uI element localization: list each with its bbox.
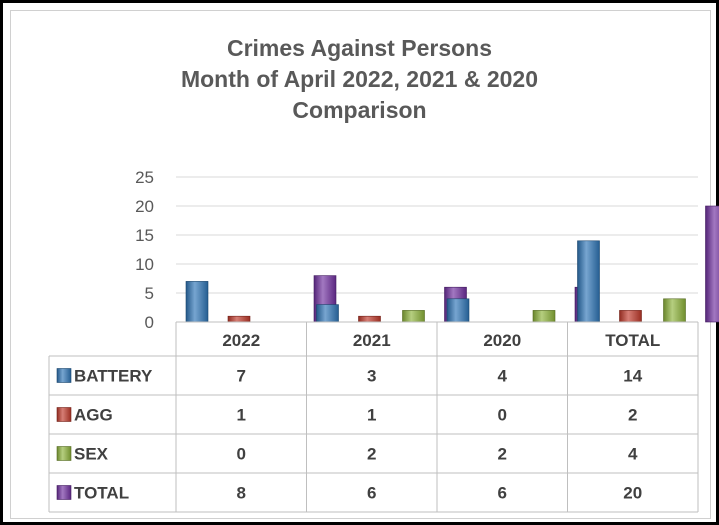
data-label: 1 bbox=[237, 406, 246, 425]
bar-battery-2020 bbox=[446, 298, 470, 323]
chart-title: Crimes Against Persons Month of April 20… bbox=[0, 33, 719, 126]
data-label: 4 bbox=[628, 445, 638, 464]
data-label: 3 bbox=[367, 367, 376, 386]
y-tick-label: 5 bbox=[145, 284, 154, 303]
bars bbox=[185, 205, 719, 323]
data-label: 6 bbox=[367, 484, 376, 503]
data-label: 7 bbox=[237, 367, 246, 386]
legend-label: AGG bbox=[74, 406, 113, 425]
x-tick-label: 2022 bbox=[222, 331, 260, 350]
data-label: 0 bbox=[237, 445, 246, 464]
bar-sex-total bbox=[663, 298, 686, 323]
data-label: 1 bbox=[367, 406, 376, 425]
y-tick-label: 20 bbox=[135, 197, 154, 216]
data-label: 8 bbox=[237, 484, 246, 503]
legend-key-total bbox=[56, 485, 72, 500]
grid-lines bbox=[176, 176, 698, 323]
legend-label: BATTERY bbox=[74, 367, 153, 386]
bar-total-total bbox=[705, 205, 719, 323]
data-label: 4 bbox=[498, 367, 508, 386]
data-label: 6 bbox=[498, 484, 507, 503]
bar-sex-2020 bbox=[532, 310, 556, 323]
data-label: 0 bbox=[498, 406, 507, 425]
y-tick-label: 0 bbox=[145, 313, 154, 332]
legend-label: TOTAL bbox=[74, 484, 129, 503]
data-label: 14 bbox=[623, 367, 642, 386]
bar-battery-total bbox=[577, 240, 600, 323]
bar-agg-total bbox=[619, 310, 642, 323]
bar-agg-2021 bbox=[358, 315, 381, 323]
x-tick-label: TOTAL bbox=[605, 331, 660, 350]
chart-title-line-2: Month of April 2022, 2021 & 2020 bbox=[180, 66, 539, 92]
bar-sex-2021 bbox=[402, 310, 425, 323]
data-label: 20 bbox=[623, 484, 642, 503]
chart-title-line-1: Crimes Against Persons bbox=[226, 35, 493, 61]
bar-battery-2022 bbox=[185, 281, 209, 323]
chart-title-line-3: Comparison bbox=[292, 97, 427, 123]
y-tick-label: 15 bbox=[135, 226, 154, 245]
bar-agg-2022 bbox=[227, 315, 251, 323]
legend-key-agg bbox=[56, 407, 72, 422]
data-label: 2 bbox=[628, 406, 637, 425]
data-label: 2 bbox=[367, 445, 376, 464]
y-tick-label: 25 bbox=[135, 168, 154, 187]
data-label: 2 bbox=[498, 445, 507, 464]
legend-key-sex bbox=[56, 446, 72, 461]
legend-label: SEX bbox=[74, 445, 109, 464]
bar-battery-2021 bbox=[316, 304, 339, 323]
x-tick-label: 2021 bbox=[353, 331, 391, 350]
y-tick-label: 10 bbox=[135, 255, 154, 274]
y-axis-ticks: 0 5 10 15 20 25 bbox=[135, 168, 154, 332]
x-tick-label: 2020 bbox=[483, 331, 521, 350]
legend-key-battery bbox=[56, 368, 72, 383]
